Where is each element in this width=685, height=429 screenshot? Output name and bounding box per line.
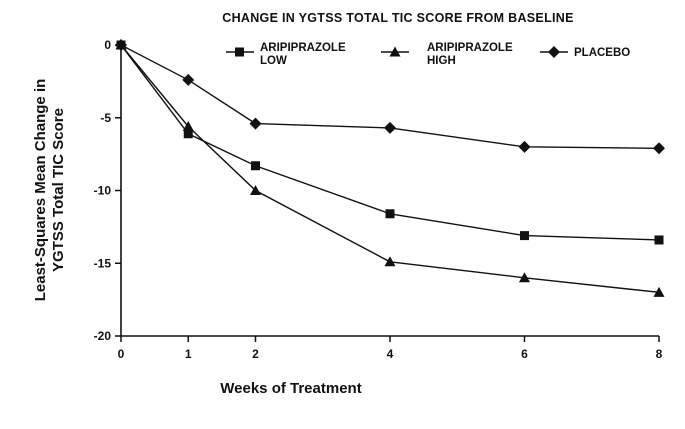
y-tick-label: 0	[104, 38, 111, 52]
legend-label-low-line-2: LOW	[260, 55, 287, 67]
series-layer	[115, 39, 665, 297]
triangle-marker-icon	[389, 46, 401, 57]
data-point-square	[654, 235, 664, 245]
y-tick-label: -20	[94, 329, 112, 343]
series-line-diamond	[120, 44, 660, 150]
y-axis-label: Least-Squares Mean Change in YGTSS Total…	[32, 79, 67, 302]
y-tick-label: -15	[94, 256, 112, 270]
series-line-triangle	[120, 44, 660, 294]
legend-item-aripiprazole-low: ARIPIPRAZOLE LOW	[226, 42, 346, 67]
y-axis-label-line-2: YGTSS Total TIC Score	[50, 108, 67, 272]
y-tick-label: -5	[100, 111, 111, 125]
x-axis-label: Weeks of Treatment	[220, 380, 361, 397]
data-point-diamond	[653, 142, 665, 155]
y-ticks: 0 -5 -10 -15 -20	[94, 38, 121, 343]
y-tick-label: -10	[94, 184, 112, 198]
data-point-triangle	[384, 256, 396, 267]
data-point-square	[520, 231, 529, 241]
data-point-triangle	[519, 272, 530, 283]
data-point-triangle	[250, 185, 261, 195]
legend-label-placebo: PLACEBO	[574, 47, 630, 59]
data-point-square	[183, 129, 193, 139]
data-point-diamond	[249, 117, 262, 130]
x-tick-label: 0	[118, 347, 125, 361]
x-tick-label: 4	[387, 347, 394, 361]
legend-label-low-line-1: ARIPIPRAZOLE	[260, 42, 346, 54]
legend-label-high-line-2: HIGH	[427, 55, 456, 67]
data-point-diamond	[115, 39, 127, 51]
data-point-triangle	[182, 120, 194, 131]
data-point-square	[251, 161, 260, 171]
x-tick-label: 1	[185, 347, 192, 361]
data-point-square	[385, 209, 395, 219]
diamond-marker-icon	[548, 46, 560, 58]
series-line-square	[120, 44, 660, 241]
data-point-diamond	[182, 73, 195, 86]
x-ticks: 0 1 2 4 6 8	[118, 336, 663, 361]
square-marker-icon	[235, 47, 244, 57]
data-point-diamond	[518, 140, 531, 153]
x-tick-label: 8	[656, 347, 663, 361]
y-axis-label-line-1: Least-Squares Mean Change in	[32, 79, 49, 302]
data-point-triangle	[653, 286, 665, 297]
x-tick-label: 6	[521, 347, 528, 361]
chart-title: CHANGE IN YGTSS TOTAL TIC SCORE FROM BAS…	[222, 11, 574, 25]
legend-item-placebo: PLACEBO	[540, 46, 630, 59]
legend: ARIPIPRAZOLE LOW ARIPIPRAZOLE HIGH PLACE…	[226, 42, 630, 67]
legend-item-aripiprazole-high: ARIPIPRAZOLE HIGH	[381, 42, 513, 67]
legend-label-high-line-1: ARIPIPRAZOLE	[427, 42, 513, 54]
data-point-diamond	[384, 121, 396, 134]
x-tick-label: 2	[252, 347, 259, 361]
